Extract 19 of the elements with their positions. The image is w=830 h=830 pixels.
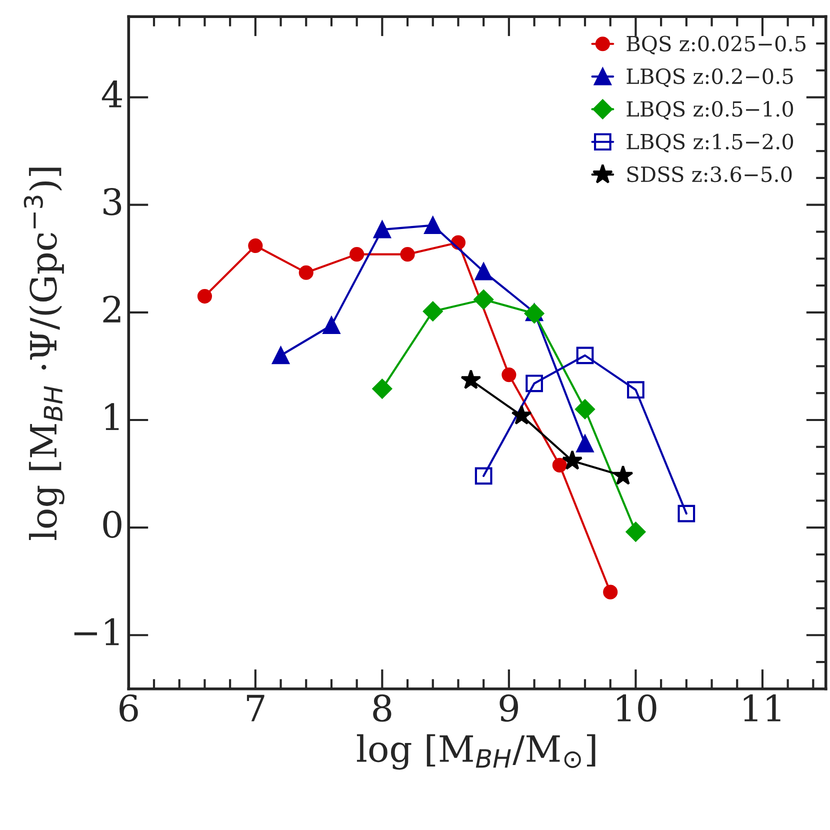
legend-label: LBQS z:0.2−0.5 (626, 68, 793, 88)
y-tick-label: 2 (103, 296, 120, 322)
y-tick-label: 0 (103, 510, 122, 538)
x-axis-title: log [M$_{BH}$/M$_{⊙}$] (356, 734, 596, 770)
legend-label: BQS z:0.025−0.5 (626, 36, 806, 55)
y-tick-label: 1 (105, 403, 119, 430)
legend-label: LBQS z:0.5−1.0 (626, 101, 794, 120)
x-tick-label: 11 (744, 694, 780, 722)
x-tick-label: 6 (120, 694, 138, 722)
y-tick-label: 4 (102, 80, 122, 108)
x-tick-label: 7 (246, 694, 264, 722)
y-tick-label: 3 (104, 188, 122, 216)
x-tick-label: 10 (617, 694, 656, 722)
x-tick-label: 9 (500, 694, 518, 722)
x-tick-label: 8 (373, 694, 392, 722)
legend-label: SDSS z:3.6−5.0 (627, 166, 792, 182)
y-axis-title: log [M$_{BH}$ ·Ψ/(Gpc$^{−3}$)] (24, 168, 64, 540)
legend-label: LBQS z:1.5−2.0 (626, 134, 794, 153)
y-tick-label: −1 (74, 618, 119, 646)
